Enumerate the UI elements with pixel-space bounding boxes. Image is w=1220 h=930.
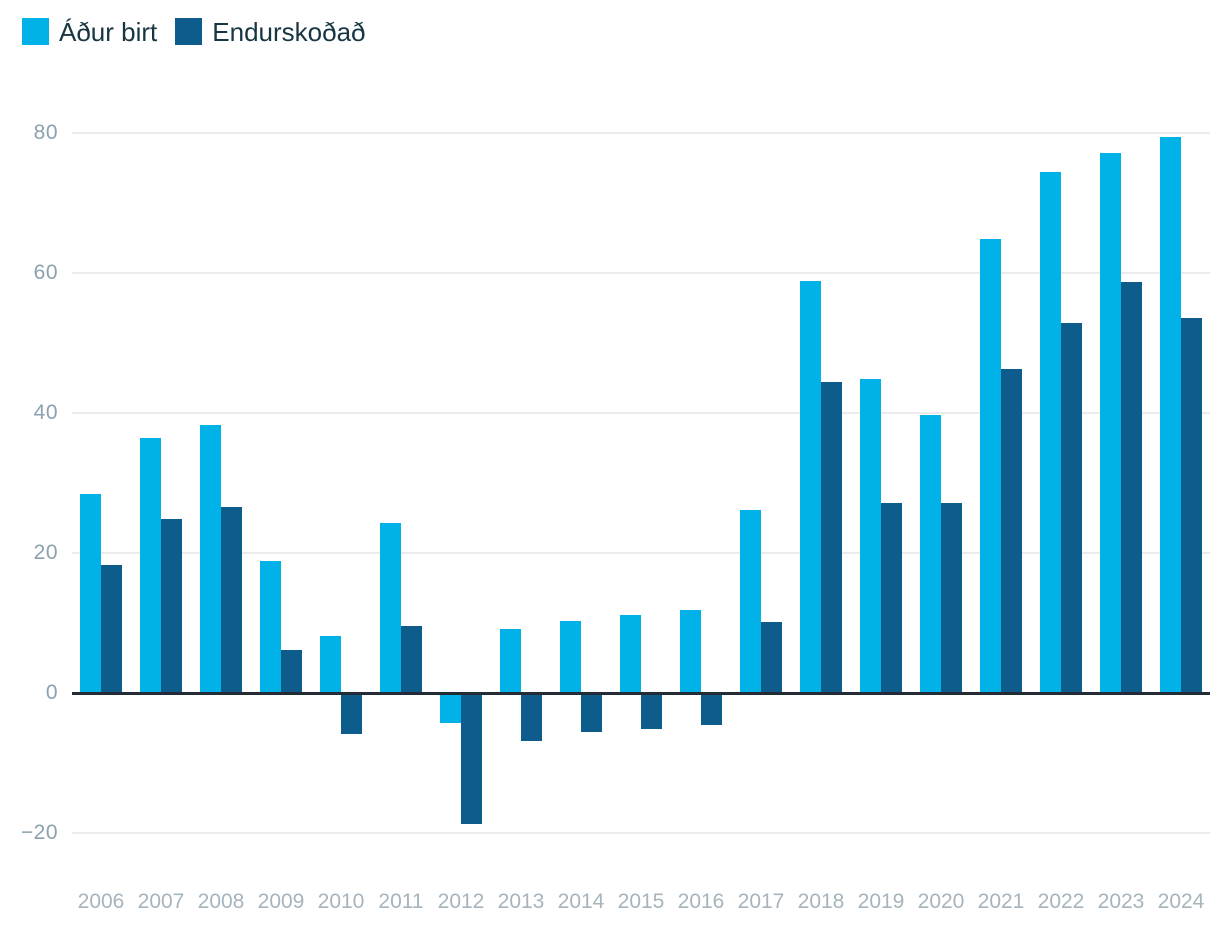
legend-label: Áður birt	[59, 16, 158, 47]
bar-endurskodad-2012[interactable]	[461, 694, 482, 824]
x-tick-label-2023: 2023	[1097, 890, 1145, 913]
bar-endurskodad-2019[interactable]	[881, 502, 902, 693]
legend-item-endurskodad[interactable]: Endurskoðað	[175, 16, 366, 47]
bar-adur-birt-2015[interactable]	[620, 614, 641, 693]
bar-adur-birt-2009[interactable]	[260, 560, 281, 693]
bar-adur-birt-2022[interactable]	[1040, 172, 1061, 693]
bar-endurskodad-2022[interactable]	[1061, 322, 1082, 693]
bar-endurskodad-2020[interactable]	[941, 503, 962, 693]
y-tick-label-0: 0	[45, 681, 58, 704]
x-tick-label-2022: 2022	[1037, 890, 1085, 913]
bar-endurskodad-2021[interactable]	[1001, 368, 1022, 693]
bar-adur-birt-2012[interactable]	[440, 694, 461, 723]
bar-endurskodad-2007[interactable]	[161, 519, 182, 693]
x-tick-label-2024: 2024	[1157, 890, 1205, 913]
x-tick-label-2020: 2020	[917, 890, 965, 913]
bar-adur-birt-2019[interactable]	[860, 378, 881, 693]
bar-endurskodad-2015[interactable]	[641, 694, 662, 729]
y-tick-label-20: 20	[33, 541, 58, 564]
x-tick-label-2015: 2015	[617, 890, 665, 913]
bar-adur-birt-2006[interactable]	[80, 493, 101, 693]
x-tick-label-2007: 2007	[137, 890, 185, 913]
bar-adur-birt-2014[interactable]	[560, 620, 581, 693]
x-tick-label-2008: 2008	[197, 890, 245, 913]
x-tick-label-2013: 2013	[497, 890, 545, 913]
x-tick-label-2009: 2009	[257, 890, 305, 913]
x-tick-label-2021: 2021	[977, 890, 1025, 913]
bar-adur-birt-2011[interactable]	[380, 522, 401, 693]
bar-adur-birt-2017[interactable]	[740, 509, 761, 693]
y-tick-label-60: 60	[33, 261, 58, 284]
bar-endurskodad-2023[interactable]	[1121, 282, 1142, 693]
legend-swatch-icon	[22, 18, 49, 45]
x-tick-label-2014: 2014	[557, 890, 605, 913]
x-tick-label-2010: 2010	[317, 890, 365, 913]
x-tick-label-2006: 2006	[77, 890, 125, 913]
bar-endurskodad-2014[interactable]	[581, 694, 602, 733]
bar-adur-birt-2020[interactable]	[920, 415, 941, 693]
x-tick-label-2011: 2011	[378, 890, 424, 913]
gridline-20	[72, 552, 1210, 554]
bar-endurskodad-2010[interactable]	[341, 694, 362, 734]
y-tick-label-80: 80	[33, 121, 58, 144]
bar-endurskodad-2024[interactable]	[1181, 317, 1202, 693]
bar-adur-birt-2018[interactable]	[800, 281, 821, 693]
gridline-60	[72, 272, 1210, 274]
bar-endurskodad-2011[interactable]	[401, 625, 422, 693]
bar-adur-birt-2010[interactable]	[320, 636, 341, 693]
bar-endurskodad-2008[interactable]	[221, 506, 242, 693]
y-tick-label-40: 40	[33, 401, 58, 424]
bar-adur-birt-2021[interactable]	[980, 239, 1001, 693]
bar-endurskodad-2017[interactable]	[761, 621, 782, 693]
bar-adur-birt-2024[interactable]	[1160, 137, 1181, 693]
bar-endurskodad-2018[interactable]	[821, 382, 842, 693]
gridline-80	[72, 132, 1210, 134]
x-tick-label-2017: 2017	[737, 890, 785, 913]
x-tick-label-2012: 2012	[437, 890, 485, 913]
x-axis-line	[72, 691, 1210, 695]
x-tick-label-2019: 2019	[857, 890, 905, 913]
bar-adur-birt-2013[interactable]	[500, 628, 521, 693]
bar-adur-birt-2023[interactable]	[1100, 153, 1121, 693]
gridline--20	[72, 832, 1210, 834]
legend: Áður birt Endurskoðað	[22, 18, 366, 45]
bar-adur-birt-2008[interactable]	[200, 424, 221, 693]
bar-adur-birt-2007[interactable]	[140, 437, 161, 693]
gridline-40	[72, 412, 1210, 414]
bar-endurskodad-2009[interactable]	[281, 650, 302, 693]
legend-item-adur-birt[interactable]: Áður birt	[22, 18, 157, 45]
bar-endurskodad-2013[interactable]	[521, 694, 542, 741]
x-tick-label-2016: 2016	[677, 890, 725, 913]
bar-endurskodad-2016[interactable]	[701, 694, 722, 725]
x-tick-label-2018: 2018	[797, 890, 845, 913]
bar-adur-birt-2016[interactable]	[680, 610, 701, 693]
legend-label: Endurskoðað	[212, 16, 366, 47]
bar-endurskodad-2006[interactable]	[101, 564, 122, 693]
legend-swatch-icon	[175, 18, 203, 45]
y-tick-label--20: −20	[20, 821, 58, 844]
